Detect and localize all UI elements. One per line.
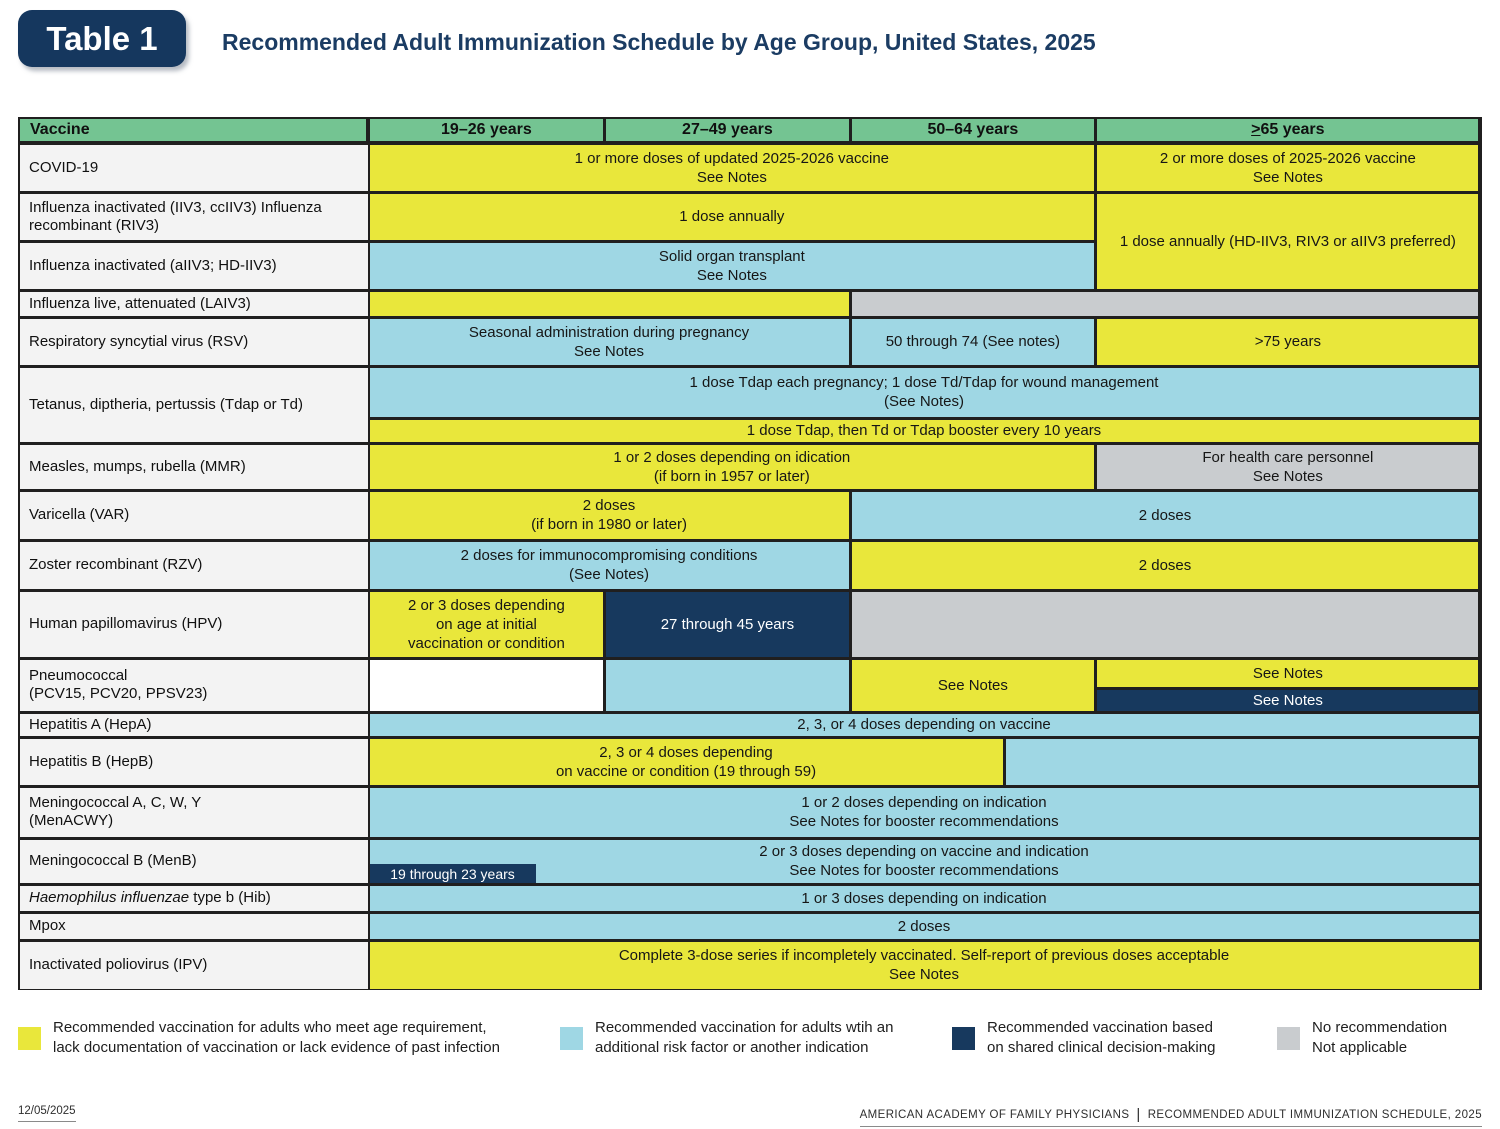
footer-separator: | (1136, 1106, 1141, 1123)
cell-menb-0: 2 or 3 doses depending on vaccine and in… (369, 839, 1479, 883)
cell-flu_a-0: 1 dose annually (369, 193, 1095, 240)
cell-var-1: 2 doses (851, 491, 1479, 539)
cell-hpv-1: 27 through 45 years (606, 591, 849, 657)
row-label-ipv: Inactivated poliovirus (IPV) (20, 941, 368, 989)
row-label-flu_b: Influenza inactivated (aIIV3; HD-IIV3) (20, 242, 368, 289)
cell-menacwy-0: 1 or 2 doses depending on indication See … (369, 787, 1479, 837)
cell-tdap-1: 1 dose Tdap, then Td or Tdap booster eve… (369, 419, 1479, 442)
cell-mpox-0: 2 doses (369, 913, 1479, 939)
cell-mmr-0: 1 or 2 doses depending on idication (if b… (369, 444, 1095, 489)
legend-item-navy: Recommended vaccination based on shared c… (952, 1018, 1215, 1058)
column-header-age-2: 27–49 years (606, 119, 849, 141)
legend-item-yellow: Recommended vaccination for adults who m… (18, 1018, 500, 1058)
cell-laiv-0 (369, 291, 849, 316)
cell-hepb-1 (1005, 738, 1479, 785)
cell-pneumo-1 (606, 659, 849, 711)
column-header-vaccine: Vaccine (20, 119, 366, 141)
legend-label-navy: Recommended vaccination based on shared c… (987, 1019, 1216, 1056)
legend-item-gray: No recommendation Not applicable (1277, 1018, 1447, 1058)
footer-org: AMERICAN ACADEMY OF FAMILY PHYSICIANS (859, 1109, 1130, 1121)
row-label-rsv: Respiratory syncytial virus (RSV) (20, 318, 368, 365)
legend-item-blue: Recommended vaccination for adults wtih … (560, 1018, 894, 1058)
row-label-hepb: Hepatitis B (HepB) (20, 738, 368, 785)
cell-pneumo-3: See Notes (1097, 659, 1479, 687)
cell-laiv-1 (851, 291, 1479, 316)
column-header-age-4: >65 years (1097, 119, 1479, 141)
cell-covid-1: 2 or more doses of 2025-2026 vaccine See … (1097, 144, 1479, 191)
legend-swatch-navy (952, 1026, 975, 1050)
row-label-laiv: Influenza live, attenuated (LAIV3) (20, 291, 368, 316)
immunization-schedule-table: Vaccine 19–26 years 27–49 years 50–64 years… (18, 117, 1482, 990)
cell-hpv-0: 2 or 3 doses depending on age at initial v… (369, 591, 604, 657)
column-header-age-1: 19–26 years (369, 119, 604, 141)
cell-pneumo-4: See Notes (1097, 689, 1479, 711)
row-label-covid: COVID-19 (20, 144, 368, 191)
cell-flu_a-1: 1 dose annually (HD-IIV3, RIV3 or aIIV3 … (1097, 193, 1479, 289)
row-label-hpv: Human papillomavirus (HPV) (20, 591, 368, 657)
cell-pneumo-0 (369, 659, 604, 711)
legend-swatch-yellow (18, 1026, 41, 1050)
cell-ipv-0: Complete 3-dose series if incompletely v… (369, 941, 1479, 989)
legend-label-yellow: Recommended vaccination for adults who m… (53, 1019, 500, 1056)
cell-mmr-1: For health care personnel See Notes (1097, 444, 1479, 489)
row-label-rzv: Zoster recombinant (RZV) (20, 541, 368, 589)
row-label-menacwy: Meningococcal A, C, W, Y (MenACWY) (20, 787, 368, 837)
cell-hpv-2 (851, 591, 1479, 657)
cell-hepb-0: 2, 3 or 4 doses depending on vaccine or c… (369, 738, 1003, 785)
row-label-pneumo: Pneumococcal (PCV15, PCV20, PPSV23) (20, 659, 368, 711)
footer-doc-title: RECOMMENDED ADULT IMMUNIZATION SCHEDULE,… (1147, 1109, 1482, 1121)
footer-date: 12/05/2025 (18, 1105, 76, 1122)
cell-pneumo-2: See Notes (851, 659, 1095, 711)
cell-rzv-1: 2 doses (851, 541, 1479, 589)
legend-swatch-blue (560, 1026, 583, 1050)
cell-hepa-0: 2, 3, or 4 doses depending on vaccine (369, 713, 1479, 736)
row-label-mmr: Measles, mumps, rubella (MMR) (20, 444, 368, 489)
row-label-menb: Meningococcal B (MenB) (20, 839, 368, 883)
row-label-hib: Haemophilus influenzae type b (Hib) (20, 885, 368, 911)
legend-label-blue: Recommended vaccination for adults wtih … (595, 1019, 894, 1056)
cell-hib-0: 1 or 3 doses depending on indication (369, 885, 1479, 911)
cell-rsv-1: 50 through 74 (See notes) (851, 318, 1095, 365)
cell-tdap-0: 1 dose Tdap each pregnancy; 1 dose Td/Td… (369, 367, 1479, 417)
cell-rzv-0: 2 doses for immunocompromising condition… (369, 541, 849, 589)
row-label-hepa: Hepatitis A (HepA) (20, 713, 368, 736)
row-label-var: Varicella (VAR) (20, 491, 368, 539)
row-label-mpox: Mpox (20, 913, 368, 939)
column-header-age-3: 50–64 years (851, 119, 1095, 141)
cell-covid-0: 1 or more doses of updated 2025-2026 vac… (369, 144, 1095, 191)
row-label-tdap: Tetanus, diptheria, pertussis (Tdap or T… (20, 367, 368, 442)
legend-label-gray: No recommendation Not applicable (1312, 1019, 1448, 1056)
table-number-badge: Table 1 (18, 10, 186, 67)
cell-flu_b-0: Solid organ transplant See Notes (369, 242, 1095, 289)
cell-var-0: 2 doses (if born in 1980 or later) (369, 491, 849, 539)
cell-menb-1: 19 through 23 years (369, 864, 536, 883)
cell-rsv-0: Seasonal administration during pregnancy… (369, 318, 849, 365)
page-title: Recommended Adult Immunization Schedule … (222, 29, 1096, 55)
footer-credit: AMERICAN ACADEMY OF FAMILY PHYSICIANS | RE… (859, 1105, 1482, 1127)
row-label-flu_a: Influenza inactivated (IIV3, ccIIV3) Inf… (20, 193, 368, 240)
cell-rsv-2: >75 years (1097, 318, 1479, 365)
legend-swatch-gray (1277, 1026, 1300, 1050)
